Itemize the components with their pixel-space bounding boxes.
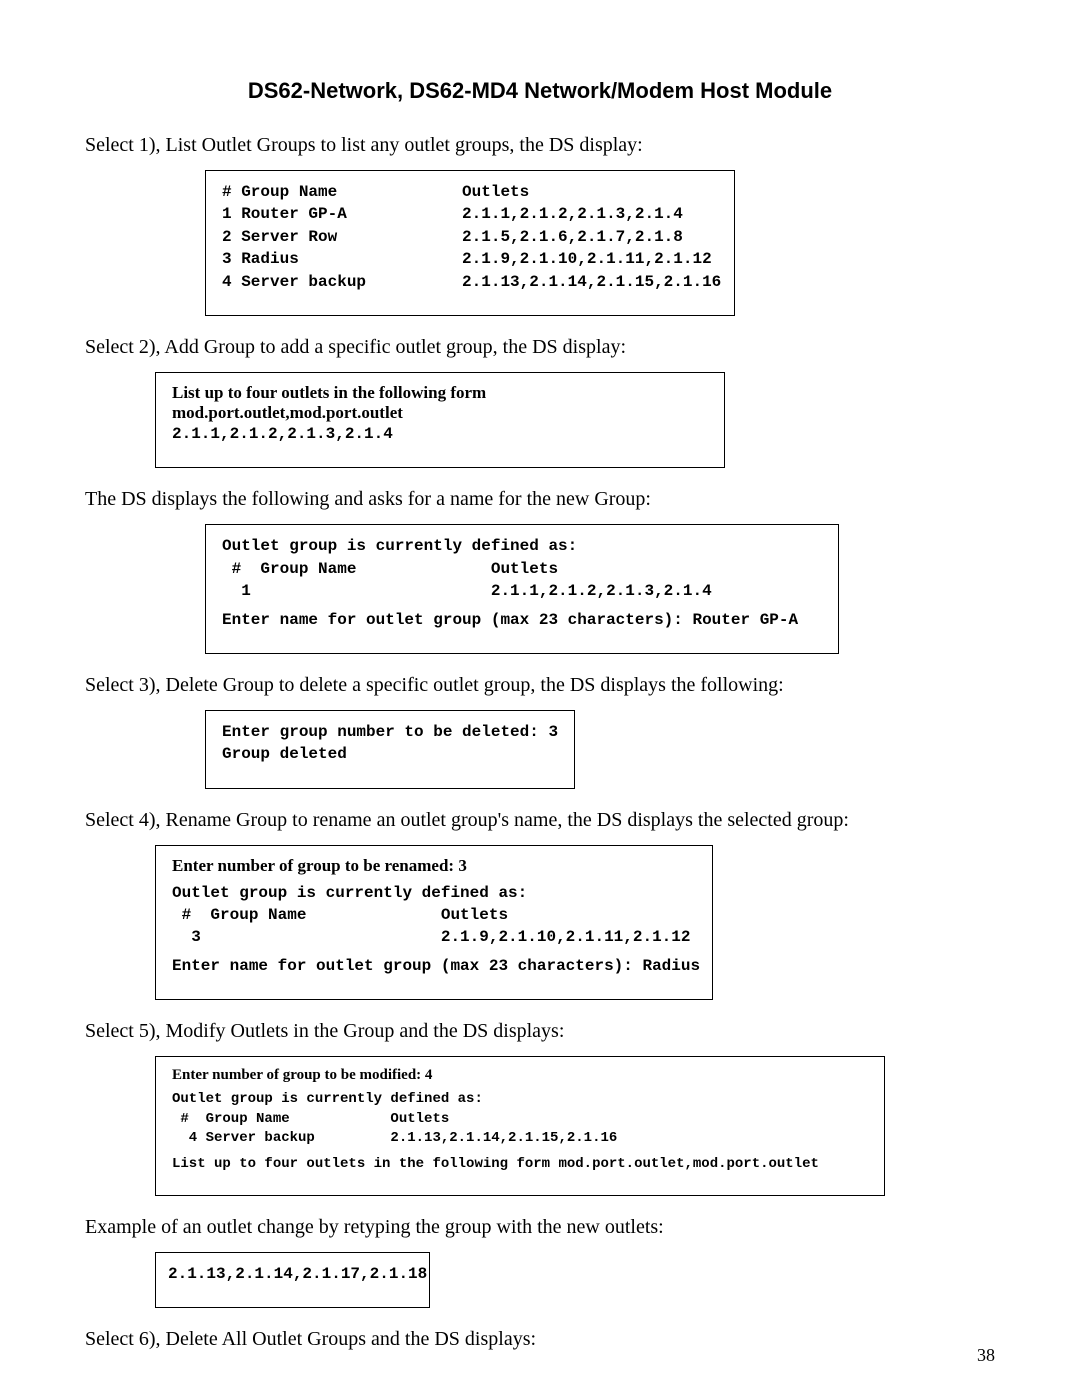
group-defined-label: Outlet group is currently defined as: <box>172 1090 868 1110</box>
group-defined-label: Outlet group is currently defined as: <box>172 882 696 904</box>
para-select-3: Select 3), Delete Group to delete a spec… <box>85 672 995 698</box>
box-list-outlet-groups: # Group Name Outlets 1 Router GP-A 2.1.1… <box>205 170 735 316</box>
instruction-text: List up to four outlets in the following… <box>172 1155 868 1175</box>
enter-name-prompt: Enter name for outlet group (max 23 char… <box>222 609 822 631</box>
para-select-5: Select 5), Modify Outlets in the Group a… <box>85 1018 995 1044</box>
table-row: 3 Radius 2.1.9,2.1.10,2.1.11,2.1.12 <box>222 248 718 270</box>
table-header: # Group Name Outlets <box>222 181 718 203</box>
para-outlet-change-example: Example of an outlet change by retyping … <box>85 1214 995 1240</box>
table-row: 3 2.1.9,2.1.10,2.1.11,2.1.12 <box>172 926 696 948</box>
box-add-group: List up to four outlets in the following… <box>155 372 725 468</box>
table-row: 4 Server backup 2.1.13,2.1.14,2.1.15,2.1… <box>172 1129 868 1149</box>
delete-confirm: Group deleted <box>222 743 558 765</box>
modify-prompt: Enter number of group to be modified: 4 <box>172 1067 868 1084</box>
table-row: 1 Router GP-A 2.1.1,2.1.2,2.1.3,2.1.4 <box>222 203 718 225</box>
page-title: DS62-Network, DS62-MD4 Network/Modem Hos… <box>85 78 995 104</box>
box-delete-group: Enter group number to be deleted: 3 Grou… <box>205 710 575 789</box>
para-group-name-prompt: The DS displays the following and asks f… <box>85 486 995 512</box>
table-row: 1 2.1.1,2.1.2,2.1.3,2.1.4 <box>222 580 822 602</box>
para-select-2: Select 2), Add Group to add a specific o… <box>85 334 995 360</box>
table-row: 2 Server Row 2.1.5,2.1.6,2.1.7,2.1.8 <box>222 226 718 248</box>
box-define-group: Outlet group is currently defined as: # … <box>205 524 839 654</box>
enter-name-prompt: Enter name for outlet group (max 23 char… <box>172 955 696 977</box>
para-select-1: Select 1), List Outlet Groups to list an… <box>85 132 995 158</box>
table-row: 4 Server backup 2.1.13,2.1.14,2.1.15,2.1… <box>222 271 718 293</box>
rename-prompt: Enter number of group to be renamed: 3 <box>172 856 696 876</box>
delete-prompt: Enter group number to be deleted: 3 <box>222 721 558 743</box>
box-outlet-change: 2.1.13,2.1.14,2.1.17,2.1.18 <box>155 1252 430 1308</box>
instruction-text: List up to four outlets in the following… <box>172 383 708 423</box>
table-header: # Group Name Outlets <box>172 904 696 926</box>
para-select-6: Select 6), Delete All Outlet Groups and … <box>85 1326 995 1352</box>
para-select-4: Select 4), Rename Group to rename an out… <box>85 807 995 833</box>
page-number: 38 <box>977 1345 995 1366</box>
box-rename-group: Enter number of group to be renamed: 3 O… <box>155 845 713 1001</box>
outlet-values: 2.1.13,2.1.14,2.1.17,2.1.18 <box>168 1263 417 1285</box>
group-defined-label: Outlet group is currently defined as: <box>222 535 822 557</box>
table-header: # Group Name Outlets <box>172 1110 868 1130</box>
box-modify-outlets: Enter number of group to be modified: 4 … <box>155 1056 885 1195</box>
table-header: # Group Name Outlets <box>222 558 822 580</box>
outlet-values: 2.1.1,2.1.2,2.1.3,2.1.4 <box>172 423 708 445</box>
